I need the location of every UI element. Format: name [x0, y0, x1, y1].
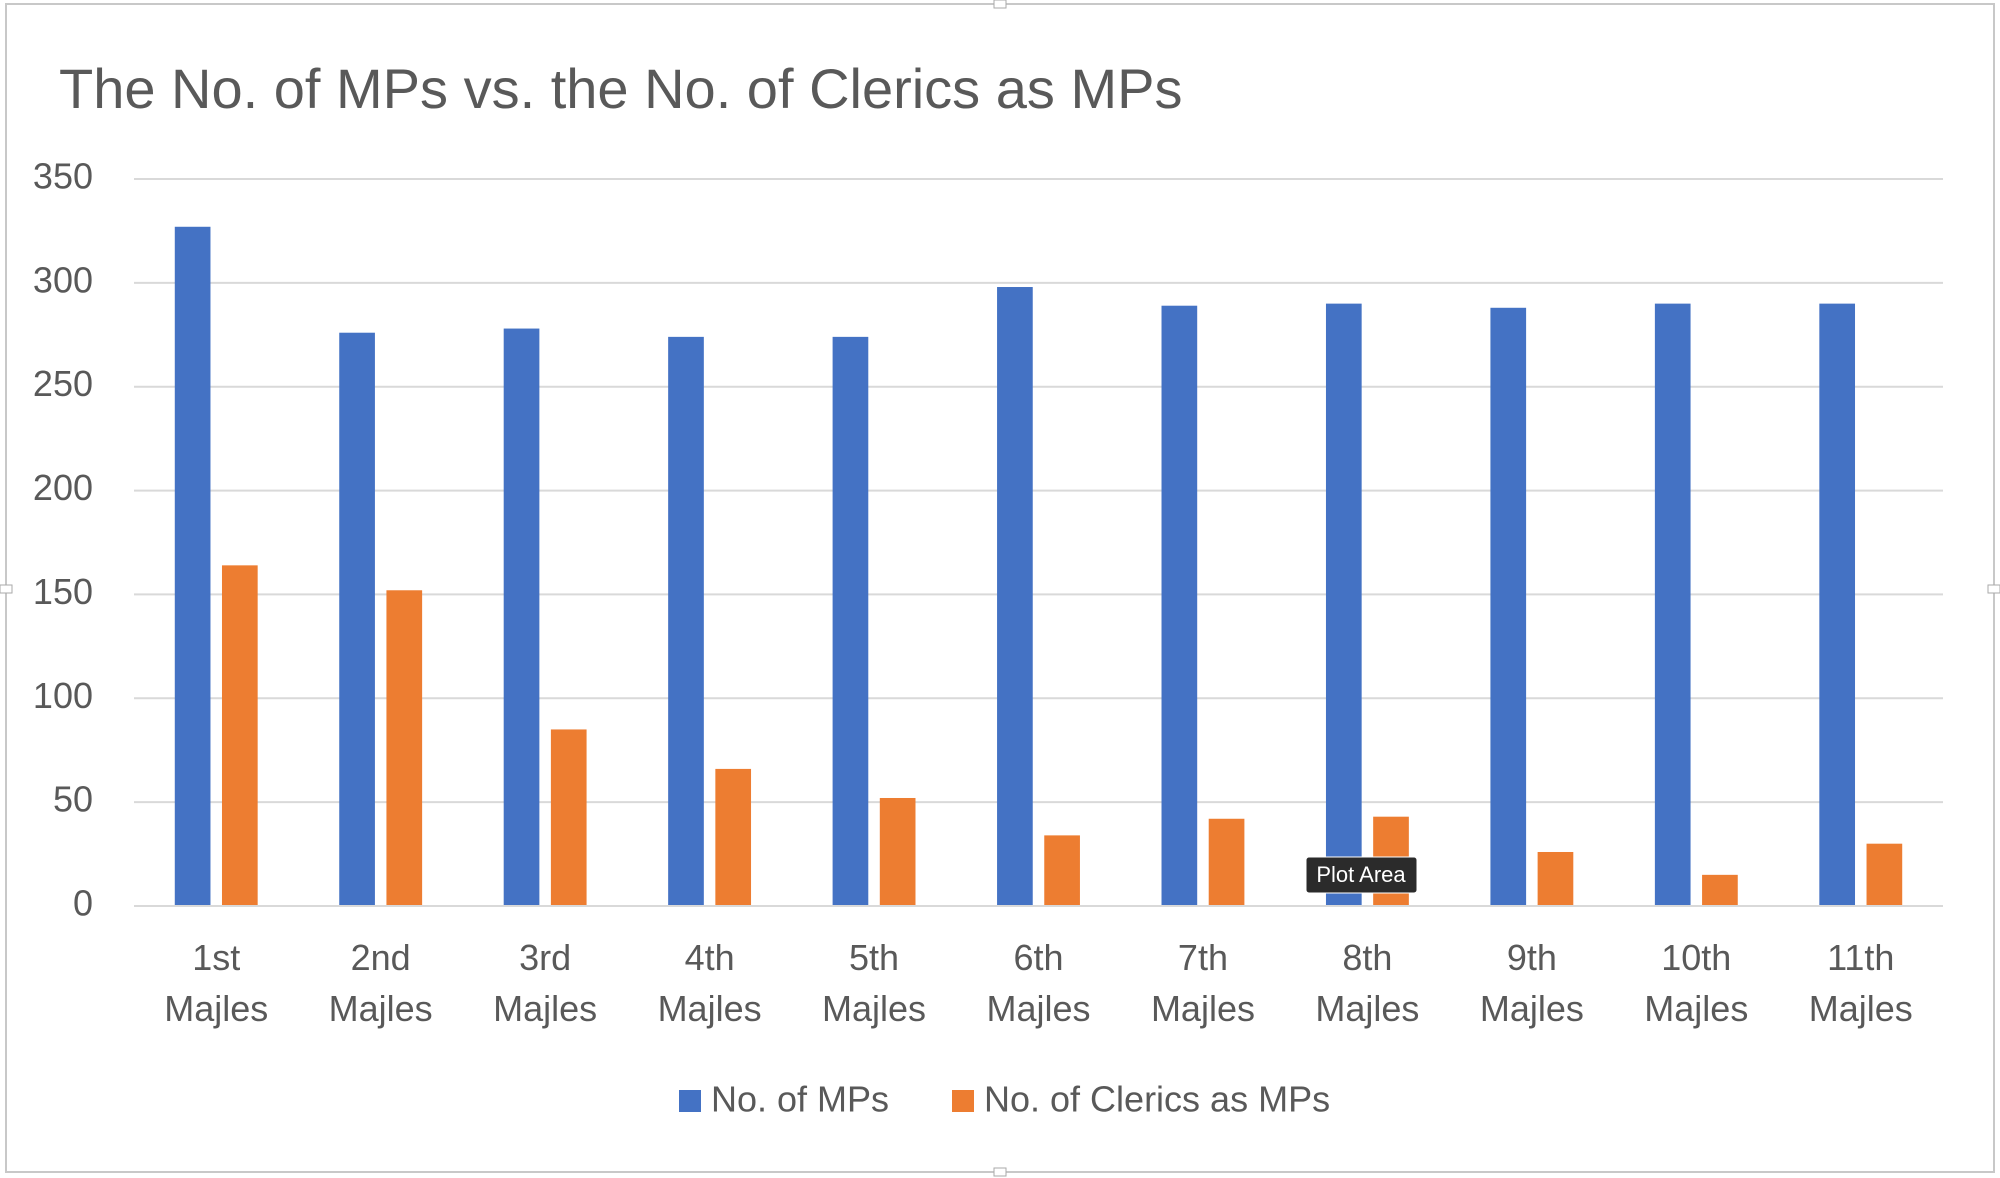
x-tick-label: 5th Majles: [822, 937, 926, 1029]
y-tick-label: 200: [33, 467, 93, 508]
bar: [1537, 851, 1574, 906]
tooltip: Plot Area: [1316, 862, 1406, 887]
legend-label: No. of MPs: [711, 1079, 889, 1120]
bar: [339, 332, 375, 906]
x-tick-label: 7th Majles: [1151, 937, 1255, 1029]
legend-swatch: [679, 1090, 701, 1112]
x-tick-label: 11th Majles: [1809, 937, 1913, 1029]
bar: [386, 590, 423, 906]
y-tick-label: 150: [33, 571, 93, 612]
bar: [174, 226, 211, 906]
y-tick-label: 300: [33, 259, 93, 300]
bar: [832, 336, 869, 906]
x-tick-label: 9th Majles: [1480, 937, 1584, 1029]
tooltip-box: [1305, 856, 1418, 894]
y-tick-label: 350: [33, 156, 93, 197]
legend-label: No. of Clerics as MPs: [984, 1079, 1330, 1120]
x-tick-label: 6th Majles: [986, 937, 1090, 1029]
y-tick-label: 0: [73, 883, 93, 924]
bar: [1819, 303, 1856, 907]
resize-handle: [993, 1167, 1007, 1177]
y-tick-label: 50: [53, 779, 93, 820]
x-tick-label: 2nd Majles: [329, 937, 433, 1029]
bar: [668, 336, 704, 906]
bar: [1866, 843, 1903, 906]
bar: [1702, 874, 1738, 906]
bar: [1161, 305, 1198, 907]
bar: [879, 797, 916, 906]
x-tick-label: 4th Majles: [658, 937, 762, 1029]
y-tick-label: 100: [33, 675, 93, 716]
resize-handle: [1987, 584, 2000, 594]
bar: [715, 768, 752, 906]
resize-handle: [0, 584, 13, 594]
x-tick-label: 10th Majles: [1644, 937, 1748, 1029]
bar: [1325, 303, 1362, 907]
y-tick-label: 250: [33, 363, 93, 404]
bar: [550, 729, 587, 906]
bar: [1490, 307, 1527, 907]
bar: [503, 328, 540, 906]
bar: [997, 287, 1033, 906]
bar: [1208, 818, 1245, 906]
bar: [221, 565, 258, 906]
bar: [1654, 303, 1691, 907]
x-tick-label: 8th Majles: [1315, 937, 1419, 1029]
x-tick-label: 1st Majles: [164, 937, 268, 1029]
x-tick-label: 3rd Majles: [493, 937, 597, 1029]
legend-swatch: [952, 1090, 974, 1112]
chart-title: The No. of MPs vs. the No. of Clerics as…: [59, 57, 1182, 120]
resize-handle: [993, 0, 1007, 9]
bar: [1044, 835, 1080, 906]
